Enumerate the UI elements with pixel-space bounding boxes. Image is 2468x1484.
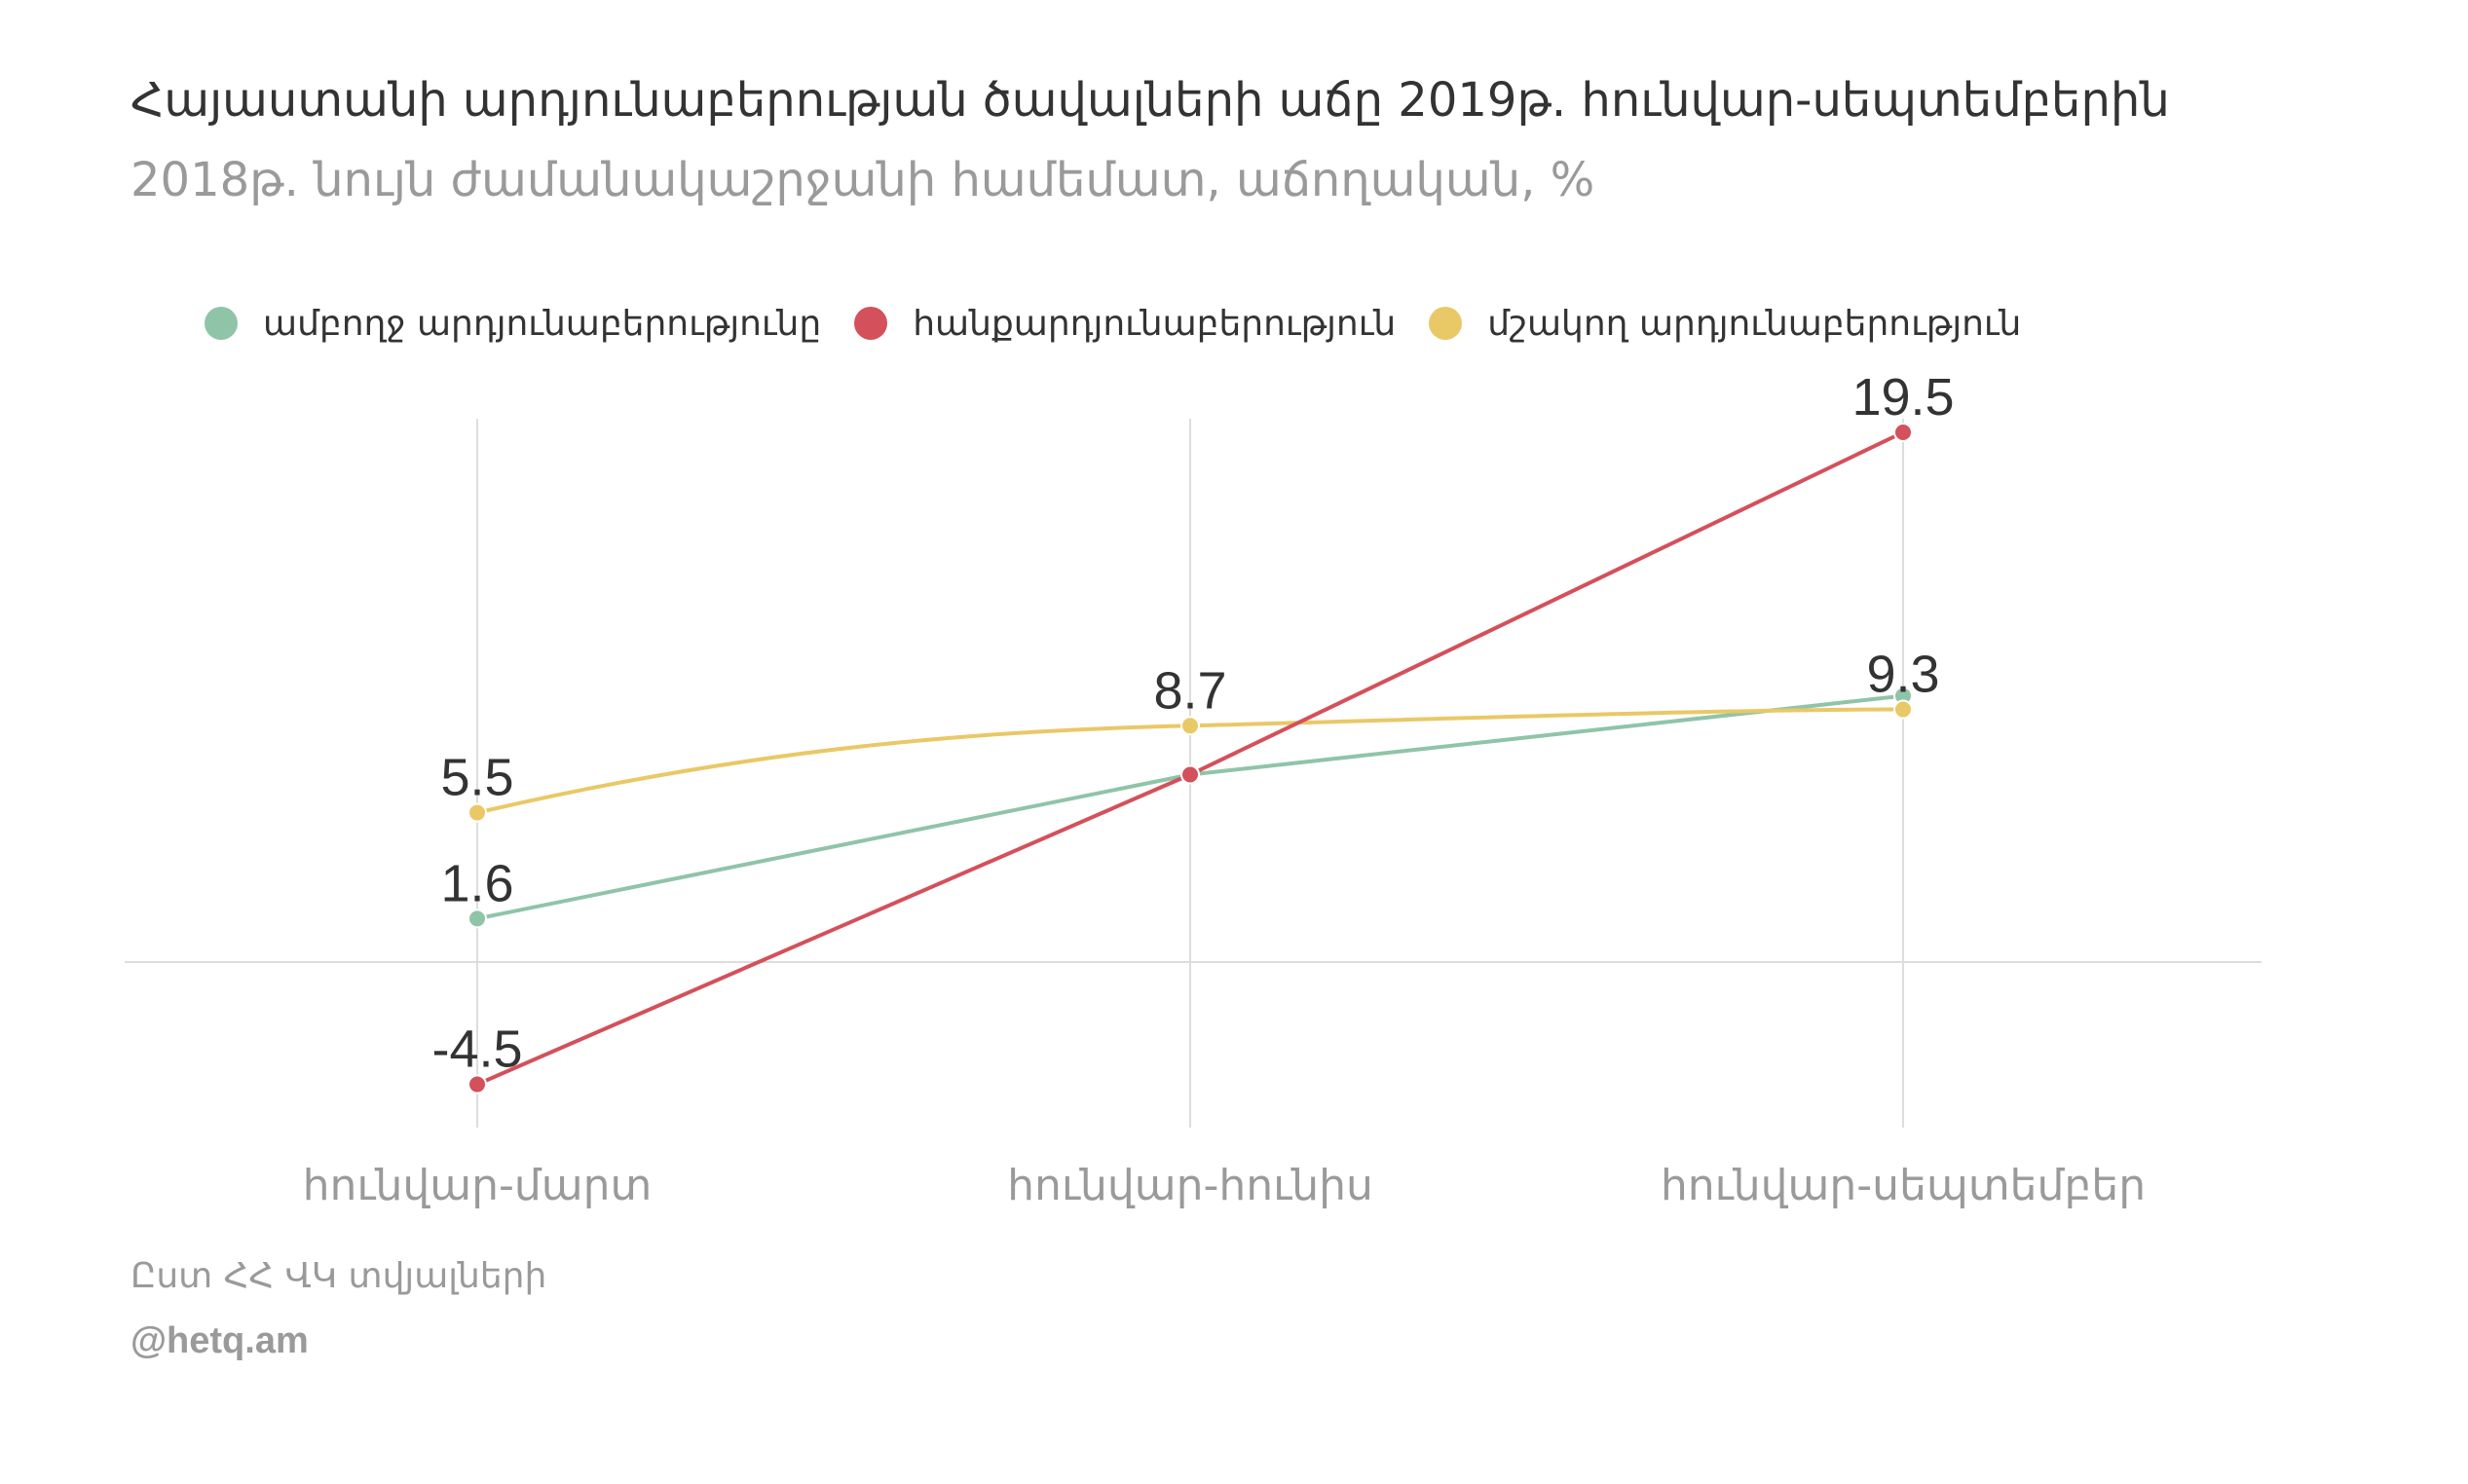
point-layer xyxy=(467,423,1913,1094)
source-note: Ըստ ՀՀ ՎԿ տվյալների xyxy=(131,1256,547,1296)
data-label-manufacturing: 9.3 xyxy=(1866,646,1939,704)
legend-item-mining: հանքարդյունաբերություն xyxy=(854,304,1396,344)
legend-swatch-manufacturing xyxy=(1429,307,1463,340)
legend: ամբողջ արդյունաբերությունը հանքարդյունաբ… xyxy=(205,294,2054,352)
legend-label-manufacturing: մշակող արդյունաբերություն xyxy=(1487,303,2022,344)
legend-swatch-total xyxy=(205,307,238,340)
data-label-mining: -4.5 xyxy=(431,1020,522,1079)
data-point-manufacturing xyxy=(467,802,487,823)
credit: @hetq.am xyxy=(131,1320,309,1361)
data-point-mining xyxy=(467,1074,487,1094)
data-label-manufacturing: 5.5 xyxy=(440,749,513,807)
label-layer: 1.6 5.5 8.7 9.3 -4.5 19.5 xyxy=(431,368,1954,1079)
data-label-mining: 19.5 xyxy=(1851,368,1954,427)
title-line-1: Հայաստանի արդյունաբերության ծավալների աճ… xyxy=(131,73,2170,128)
legend-item-manufacturing: մշակող արդյունաբերություն xyxy=(1429,304,2021,344)
chart-title: Հայաստանի արդյունաբերության ծավալների աճ… xyxy=(131,60,2371,220)
x-tick-label: հունվար-սեպտեմբեր xyxy=(1661,1161,2146,1210)
data-point-mining xyxy=(1180,764,1200,785)
x-tick-layer: հունվար-մարտ հունվար-հունիս հունվար-սեպտեմ… xyxy=(303,1161,2146,1210)
x-tick-label: հունվար-մարտ xyxy=(303,1161,653,1210)
legend-label-mining: հանքարդյունաբերություն xyxy=(913,303,1397,344)
title-line-2: 2018թ. նույն ժամանակաշրջանի համեմատ, աճո… xyxy=(131,153,1595,207)
data-point-total xyxy=(467,909,487,929)
grid-layer xyxy=(125,419,2262,1128)
legend-item-total: ամբողջ արդյունաբերությունը xyxy=(205,304,821,344)
data-point-mining xyxy=(1893,423,1913,442)
data-label-manufacturing: 8.7 xyxy=(1153,661,1226,720)
data-point-manufacturing xyxy=(1180,716,1200,736)
data-label-total: 1.6 xyxy=(440,854,513,912)
legend-label-total: ամբողջ արդյունաբերությունը xyxy=(263,303,822,344)
legend-swatch-mining xyxy=(854,307,888,340)
data-point-manufacturing xyxy=(1893,699,1913,720)
x-tick-label: հունվար-հունիս xyxy=(1007,1161,1373,1210)
